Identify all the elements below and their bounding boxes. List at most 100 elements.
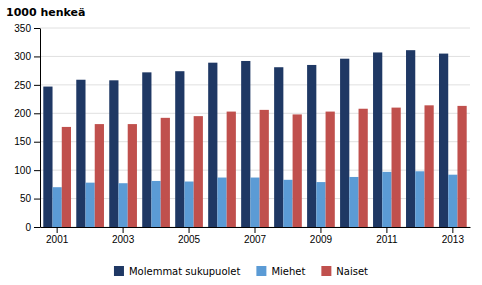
x-tick-label: 2001 [46, 234, 69, 245]
x-tick-mark [255, 227, 256, 233]
y-tick: 300 [14, 51, 40, 62]
bar [326, 112, 335, 227]
bar [415, 171, 424, 227]
x-tick: 2001 [46, 227, 69, 245]
legend-label: Miehet [271, 266, 305, 277]
x-tick: 2011 [376, 227, 398, 245]
grid-line [40, 84, 470, 85]
y-tick-mark [34, 28, 40, 29]
bar [118, 183, 127, 227]
grid-line [40, 141, 470, 142]
y-tick: 350 [14, 23, 40, 34]
legend-item: Miehet [256, 266, 305, 277]
y-tick-mark [34, 142, 40, 143]
x-tick-label: 2013 [442, 234, 465, 245]
x-tick: 2013 [442, 227, 465, 245]
y-axis-label: 1000 henkeä [6, 6, 85, 19]
y-tick-label: 150 [14, 136, 31, 147]
bar [307, 65, 316, 227]
bar [250, 178, 259, 227]
y-tick: 50 [20, 193, 40, 204]
bar [62, 127, 71, 227]
y-tick: 250 [14, 80, 40, 91]
x-tick-mark [57, 227, 58, 233]
bar [283, 180, 292, 227]
y-tick: 150 [14, 136, 40, 147]
bar [359, 109, 368, 227]
grid-line [40, 56, 470, 57]
x-tick-mark [189, 227, 190, 233]
bar [439, 54, 448, 227]
bar-series [62, 105, 467, 227]
legend-item: Naiset [321, 266, 368, 277]
grid-line [40, 28, 470, 29]
plot-area: 0501001502002503003502001200320052007200… [14, 23, 470, 245]
x-tick-label: 2011 [376, 234, 398, 245]
bar [340, 59, 349, 227]
y-tick-mark [34, 56, 40, 57]
bar [95, 124, 104, 227]
bar [43, 87, 52, 227]
bar [142, 72, 151, 227]
x-tick: 2009 [310, 227, 333, 245]
y-tick-label: 350 [14, 23, 31, 34]
y-tick-mark [34, 85, 40, 86]
y-tick-label: 250 [14, 80, 31, 91]
bar [260, 110, 269, 227]
bar [109, 80, 118, 227]
legend-label: Molemmat sukupuolet [129, 266, 240, 277]
x-tick-label: 2003 [112, 234, 135, 245]
x-tick-label: 2007 [244, 234, 267, 245]
grid-line [40, 170, 470, 171]
bar [406, 50, 415, 227]
y-tick-label: 200 [14, 108, 31, 119]
legend-swatch [256, 266, 266, 276]
y-tick-label: 0 [25, 222, 31, 233]
bar [217, 178, 226, 227]
bars [43, 50, 466, 227]
bar [227, 112, 236, 227]
grid-line [40, 113, 470, 114]
bar [349, 177, 358, 227]
x-tick-mark [452, 227, 453, 233]
bar [293, 114, 302, 227]
bar [382, 172, 391, 227]
bar [151, 181, 160, 227]
y-tick-label: 50 [20, 193, 32, 204]
bar [86, 183, 95, 227]
y-tick-mark [34, 227, 40, 228]
chart-container: 0501001502002503003502001200320052007200… [0, 0, 482, 285]
bar [392, 108, 401, 227]
y-tick: 100 [14, 165, 40, 176]
y-axis: 0 50 100 150 200 250 300 350 [14, 23, 40, 233]
y-tick-label: 300 [14, 51, 31, 62]
x-tick-mark [386, 227, 387, 233]
y-tick-mark [34, 170, 40, 171]
bar [76, 80, 85, 227]
x-tick-mark [320, 227, 321, 233]
legend-swatch [114, 266, 124, 276]
chart-svg: 0501001502002503003502001200320052007200… [0, 0, 482, 285]
x-tick-label: 2005 [178, 234, 201, 245]
bar [373, 52, 382, 227]
bar [241, 61, 250, 227]
legend-label: Naiset [336, 266, 368, 277]
x-tick: 2003 [112, 227, 135, 245]
y-tick-label: 100 [14, 165, 31, 176]
bar [424, 105, 433, 227]
bar [448, 175, 457, 227]
y-axis-line [40, 29, 41, 228]
bar [53, 187, 62, 227]
bar [161, 118, 170, 227]
bar [194, 116, 203, 227]
grid [40, 28, 470, 227]
legend-item: Molemmat sukupuolet [114, 266, 240, 277]
legend: Molemmat sukupuolet Miehet Naiset [114, 266, 368, 277]
bar [175, 71, 184, 227]
y-tick-mark [34, 199, 40, 200]
x-axis: 2001 2003 2005 2007 2009 2011 2013 [41, 227, 471, 245]
bar-series [43, 50, 448, 227]
x-tick: 2007 [244, 227, 267, 245]
bar [274, 67, 283, 227]
bar [208, 63, 217, 227]
